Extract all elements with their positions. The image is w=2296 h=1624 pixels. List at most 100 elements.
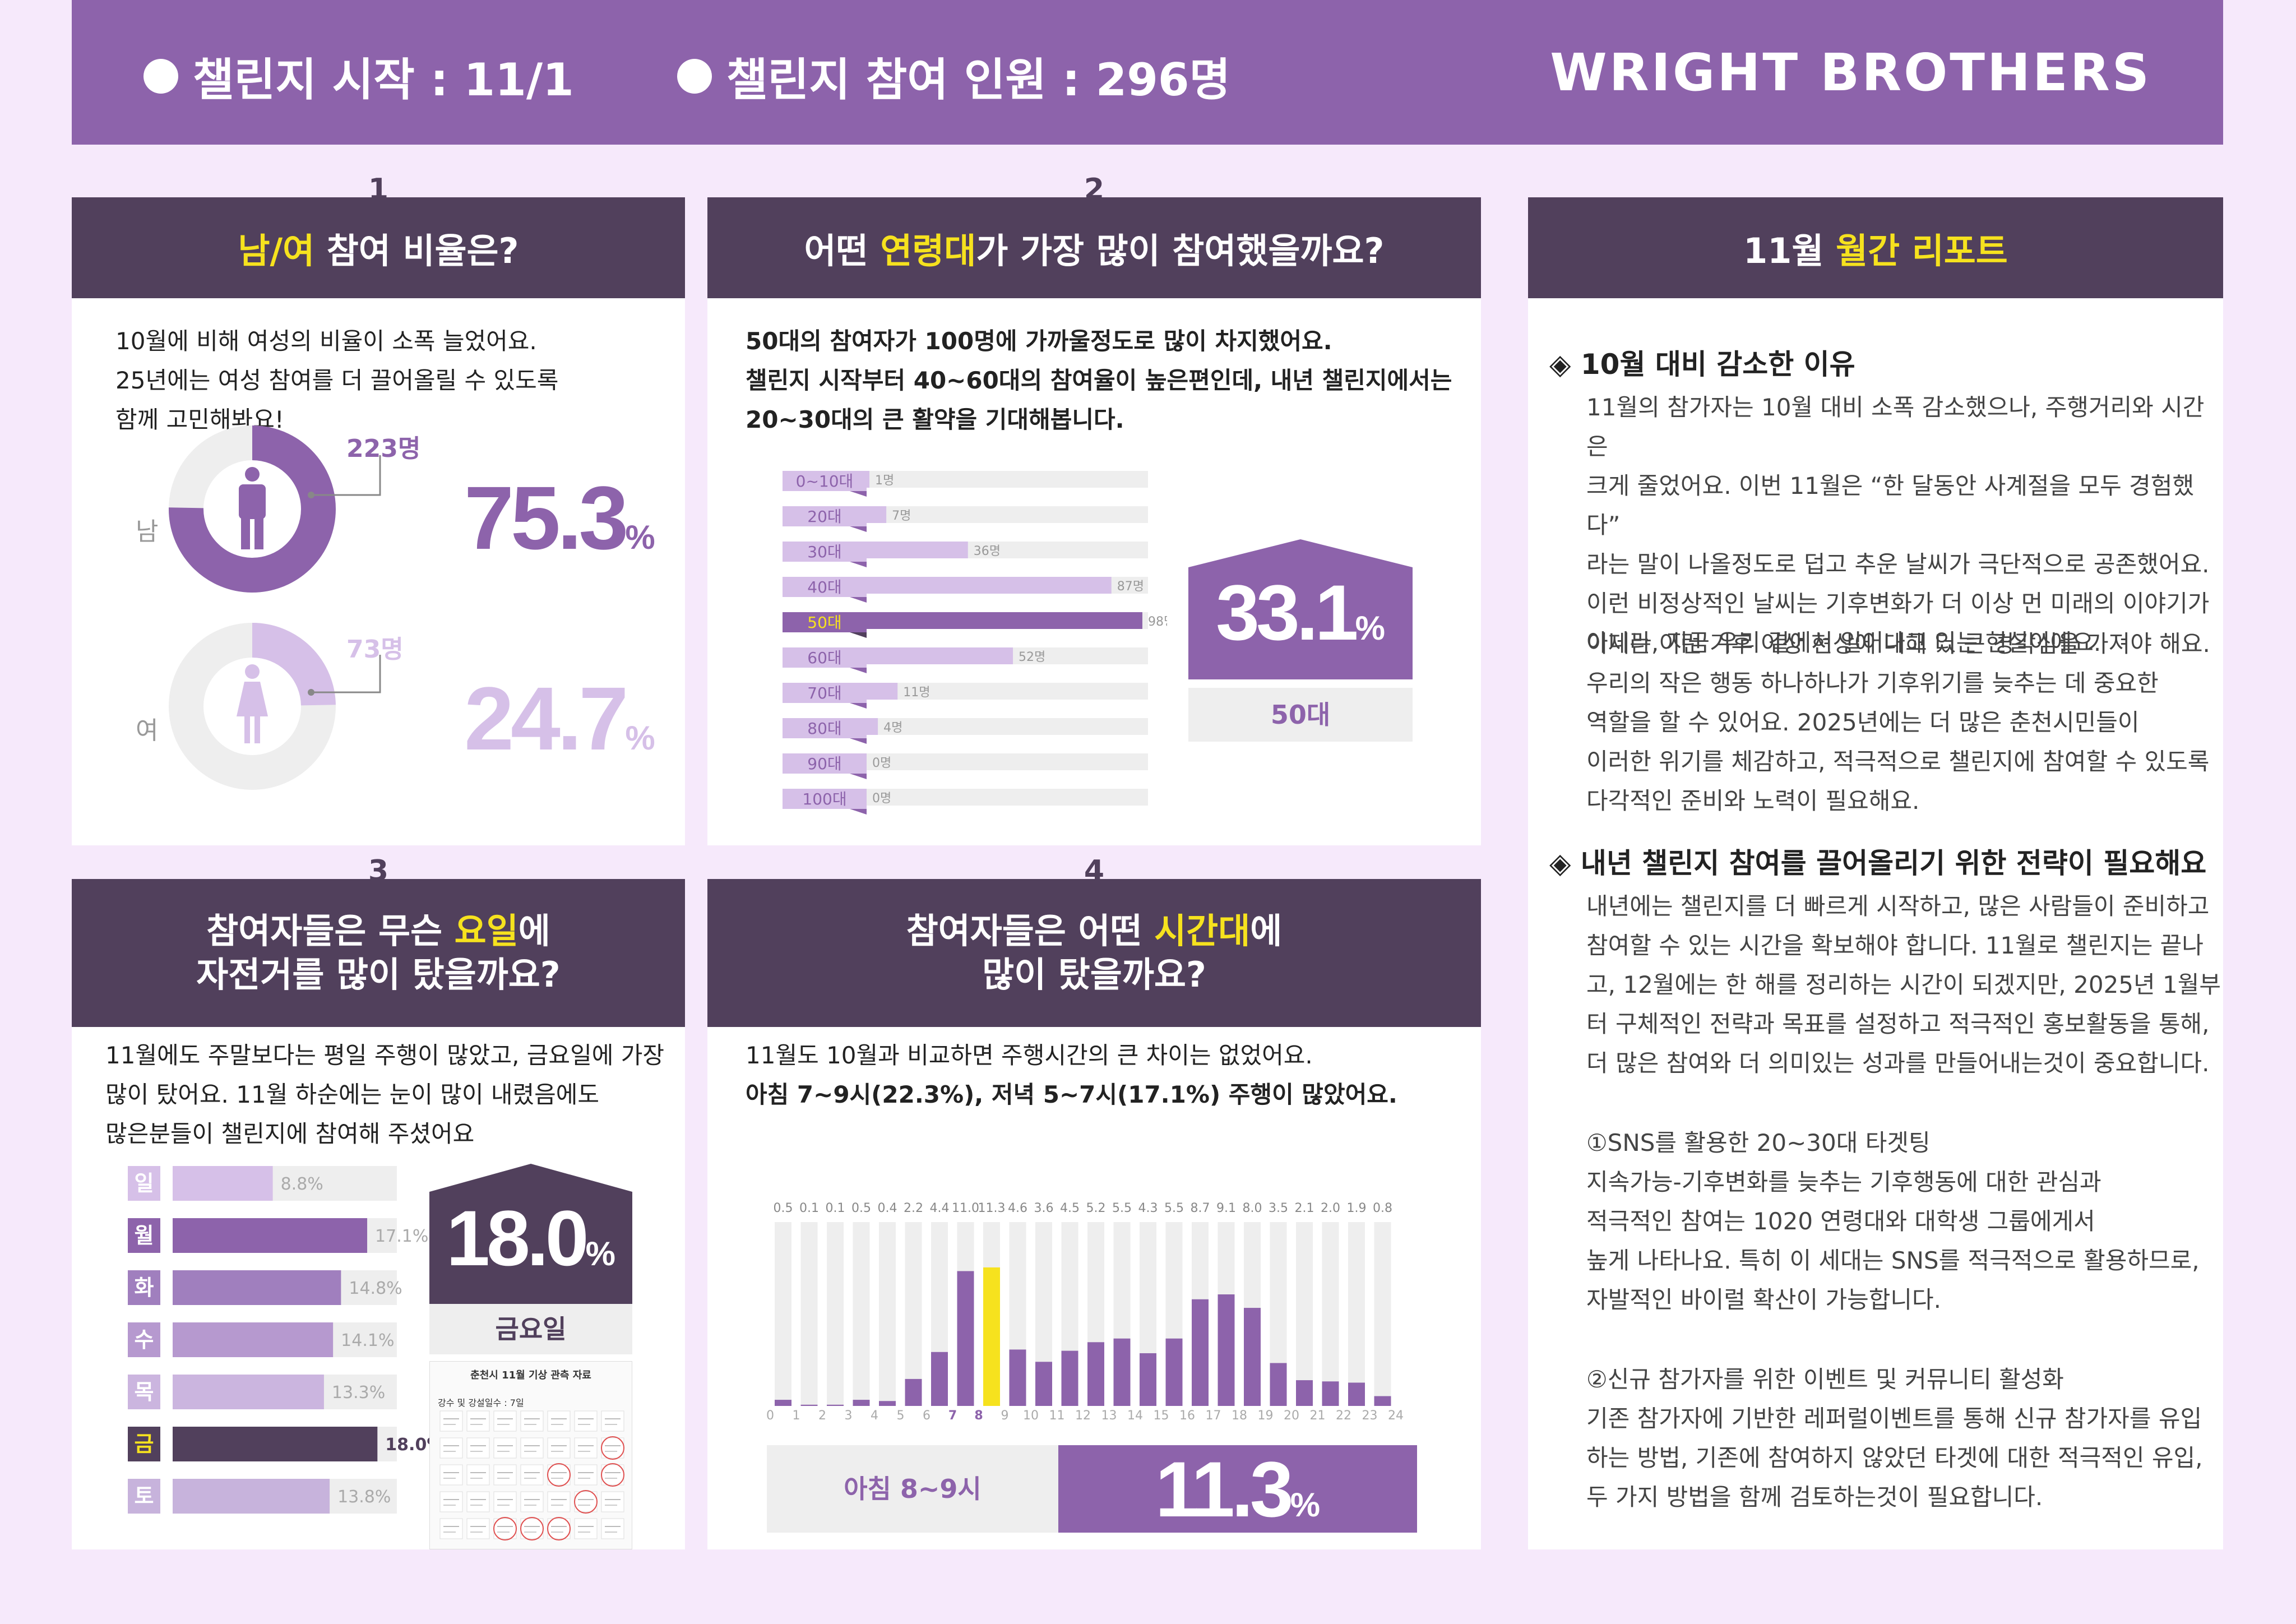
report-line: 내년에는 챌린지를 더 빠르게 시작하고, 많은 사람들이 준비하고 [1586,892,2210,920]
calendar-cell [439,1518,463,1539]
weekday-label: 목 [135,1380,154,1404]
hour-value-label: 4.5 [1060,1201,1080,1215]
title-text: 참여자들은 무슨 [206,910,455,951]
hour-tick-label: 24 [1388,1409,1404,1423]
hour-bar [931,1352,948,1406]
title-text: 가 가장 많이 참여했을까요? [976,230,1385,271]
hour-bar [1035,1362,1052,1406]
panel-weekday: 3 참여자들은 무슨 요일에 자전거를 많이 탔을까요? 11월에도 주말보다는… [72,854,685,1549]
calendar-cell [466,1518,490,1539]
hour-tick-label: 8 [974,1409,983,1423]
age-count-label: 7명 [892,509,911,523]
calendar-cell [520,1410,544,1432]
panel-description: 10월에 비해 여성의 비율이 소폭 늘었어요. 25년에는 여성 참여를 더 … [115,322,558,439]
hour-bar-track [879,1222,896,1406]
hour-value-label: 11.0 [952,1201,979,1215]
calendar-cell [574,1518,598,1539]
report-section-1-paragraph-1: 11월의 참가자는 10월 대비 소폭 감소했으나, 주행거리와 시간은 크게 … [1586,388,2223,663]
report-line: 더 많은 참여와 더 의미있는 성과를 만들어내는것이 중요합니다. [1586,1049,2210,1077]
age-label-tail [850,703,867,709]
panel-description: 50대의 참여자가 100명에 가까울정도로 많이 차지했어요. 챌린지 시작부… [746,322,1452,439]
hour-bar [1296,1380,1313,1406]
report-line: 터 구체적인 전략과 목표를 설정하고 적극적인 홍보활동을 통해, [1586,1010,2210,1038]
weather-calendar-grid [439,1410,624,1540]
hour-tick-label: 19 [1258,1409,1274,1423]
hour-bar-track [853,1222,870,1406]
hour-bar-track [1348,1222,1365,1406]
percent-unit: % [1355,609,1385,647]
age-bar-track [867,471,1148,488]
hour-bar [1087,1342,1104,1406]
weekday-highlight-label: 금요일 [429,1304,632,1354]
hour-bar-track [1322,1222,1339,1406]
age-bar-track [867,683,1148,700]
report-line: 라는 말이 나올정도로 덥고 추운 날씨가 극단적으로 공존했어요. [1586,550,2210,578]
challenge-start: 챌린지 시작 : 11/1 [144,44,574,109]
calendar-cell [439,1464,463,1486]
hour-tick-label: 9 [1001,1409,1009,1423]
hour-bar [905,1378,922,1406]
age-highlight-label: 50대 [1188,688,1413,742]
calendar-cell [547,1464,571,1486]
panel-title: 참여자들은 무슨 요일에 자전거를 많이 탔을까요? [72,879,685,1027]
hour-value-label: 8.0 [1243,1201,1262,1215]
title-text: 자전거를 많이 탔을까요? [196,954,561,995]
hour-bar-track [827,1222,844,1406]
hour-bar [775,1400,791,1406]
hour-bar [957,1271,974,1406]
desc-line: 많은분들이 챌린지에 참여해 주셨어요 [105,1120,475,1148]
hour-highlight-percent: 11.3% [1058,1444,1417,1535]
female-donut-leader-line [311,655,381,693]
report-line: 이제는 이런 기후 이상 현상에 대해 더 큰 경각심을 가져야 해요. [1586,630,2210,658]
hour-value-label: 0.5 [851,1201,871,1215]
calendar-cell [601,1518,624,1539]
calendar-cell [547,1491,571,1512]
hour-value-label: 4.4 [930,1201,950,1215]
panel-description: 11월에도 주말보다는 평일 주행이 많았고, 금요일에 가장 많이 탔어요. … [105,1036,664,1154]
report-line: 높게 나타나요. 특히 이 세대는 SNS를 적극적으로 활용하므로, [1586,1247,2200,1274]
title-text: 참여 비율은? [314,230,519,271]
title-text: 11월 [1743,230,1836,271]
bullet-dot [677,59,712,94]
age-label-box [783,506,867,526]
age-label-tail [850,738,867,744]
report-line: 자발적인 바이럴 확산이 가능합니다. [1586,1286,1942,1313]
calendar-cell [547,1437,571,1459]
icon-leg [254,716,260,743]
rain-day-marker [601,1463,624,1487]
age-bar-track [867,789,1148,806]
hour-bar [827,1404,844,1406]
age-bar [867,683,898,700]
title-text: 참여자들은 어떤 [906,910,1155,951]
title-highlight: 남/여 [238,230,315,271]
hour-value-label: 0.1 [799,1201,819,1215]
percent-unit: % [625,719,655,757]
age-label-tail [850,774,867,779]
hour-bar [983,1267,1000,1406]
hour-tick-label: 1 [793,1409,800,1423]
hour-bar [1244,1308,1261,1406]
icon-body [239,484,266,519]
hour-value-label: 4.6 [1008,1201,1027,1215]
report-line: 역할을 할 수 있어요. 2025년에는 더 많은 춘천시민들이 [1586,709,2140,736]
calendar-cell [493,1491,517,1512]
hour-value-label: 5.5 [1112,1201,1132,1215]
hour-bar-track [775,1222,791,1406]
age-highlight-percent: 33.1% [1188,567,1413,658]
report-section-2-title: ◈ 내년 챌린지 참여를 끌어올리기 위한 전략이 필요해요 [1549,841,2206,881]
age-bar [867,542,968,558]
weekday-bar [173,1322,334,1357]
age-bar [867,471,870,488]
highlight-value: 18.0 [446,1194,589,1282]
hour-tick-label: 6 [923,1409,931,1423]
challenge-participants-text: 챌린지 참여 인원 : 296명 [726,54,1231,106]
report-line: 이런 비정상적인 날씨는 기후변화가 더 이상 먼 미래의 이야기가 [1586,590,2210,617]
hour-bar [853,1400,870,1406]
report-line: 아니라, 지금 우리 곁에서 일어나고 있는 현실이에요. [1586,629,2101,656]
age-label-tail [850,632,867,638]
weekday-label-box [128,1322,160,1357]
hour-tick-label: 20 [1284,1409,1299,1423]
age-bar [867,612,1142,629]
desc-line: 많이 탔어요. 11월 하순에는 눈이 많이 내렸음에도 [105,1081,600,1108]
section-title-text: 10월 대비 감소한 이유 [1580,348,1855,381]
